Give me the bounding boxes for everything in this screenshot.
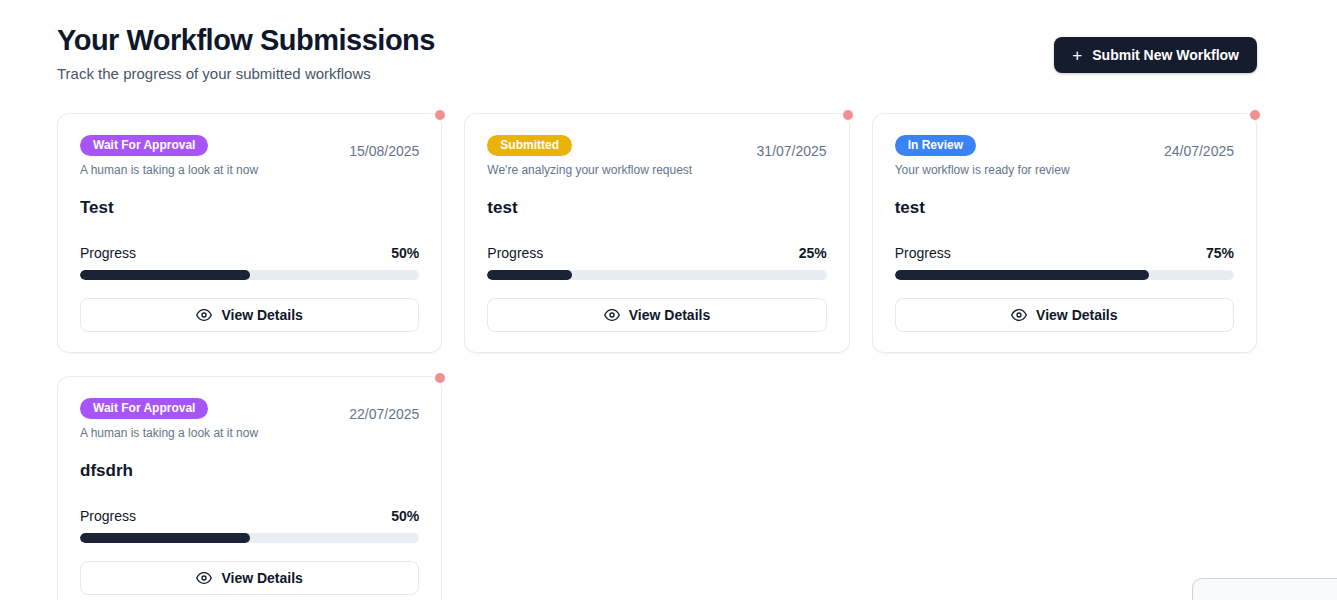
notification-dot (843, 110, 853, 120)
workflow-card-grid: Wait For Approval A human is taking a lo… (57, 113, 1257, 600)
status-badge: Submitted (487, 135, 572, 156)
card-header: Submitted We're analyzing your workflow … (487, 135, 826, 177)
status-badge: Wait For Approval (80, 398, 208, 419)
eye-icon (196, 307, 212, 323)
workflow-title: Test (80, 198, 419, 218)
eye-icon (1011, 307, 1027, 323)
page-header-text: Your Workflow Submissions Track the prog… (57, 24, 435, 82)
view-details-button[interactable]: View Details (80, 298, 419, 332)
notification-dot (1250, 110, 1260, 120)
corner-widget[interactable] (1192, 578, 1337, 600)
workflow-card: Wait For Approval A human is taking a lo… (57, 113, 442, 353)
notification-dot (435, 373, 445, 383)
progress-bar-track (895, 270, 1234, 280)
status-description: Your workflow is ready for review (895, 163, 1070, 177)
progress-row: Progress 75% (895, 245, 1234, 261)
submit-new-workflow-button[interactable]: + Submit New Workflow (1054, 37, 1257, 73)
status-description: We're analyzing your workflow request (487, 163, 692, 177)
workflow-card: In Review Your workflow is ready for rev… (872, 113, 1257, 353)
status-description: A human is taking a look at it now (80, 163, 258, 177)
card-status-block: Wait For Approval A human is taking a lo… (80, 135, 258, 177)
status-description: A human is taking a look at it now (80, 426, 258, 440)
card-header: Wait For Approval A human is taking a lo… (80, 398, 419, 440)
progress-value: 25% (799, 245, 827, 261)
card-header: In Review Your workflow is ready for rev… (895, 135, 1234, 177)
submission-date: 31/07/2025 (757, 143, 827, 159)
progress-bar-fill (895, 270, 1150, 280)
page-header: Your Workflow Submissions Track the prog… (57, 24, 1257, 82)
notification-dot (435, 110, 445, 120)
progress-row: Progress 25% (487, 245, 826, 261)
page-subtitle: Track the progress of your submitted wor… (57, 65, 435, 82)
progress-bar-track (487, 270, 826, 280)
progress-label: Progress (895, 245, 951, 261)
view-details-button[interactable]: View Details (895, 298, 1234, 332)
card-header: Wait For Approval A human is taking a lo… (80, 135, 419, 177)
workflow-title: dfsdrh (80, 461, 419, 481)
card-status-block: Submitted We're analyzing your workflow … (487, 135, 692, 177)
view-details-label: View Details (629, 307, 710, 323)
progress-bar-fill (80, 533, 250, 543)
progress-bar-fill (80, 270, 250, 280)
progress-value: 50% (391, 508, 419, 524)
progress-row: Progress 50% (80, 245, 419, 261)
progress-row: Progress 50% (80, 508, 419, 524)
workflow-card: Wait For Approval A human is taking a lo… (57, 376, 442, 600)
eye-icon (604, 307, 620, 323)
view-details-button[interactable]: View Details (80, 561, 419, 595)
progress-label: Progress (487, 245, 543, 261)
submission-date: 15/08/2025 (349, 143, 419, 159)
progress-bar-track (80, 270, 419, 280)
submission-date: 24/07/2025 (1164, 143, 1234, 159)
card-status-block: Wait For Approval A human is taking a lo… (80, 398, 258, 440)
progress-label: Progress (80, 508, 136, 524)
card-status-block: In Review Your workflow is ready for rev… (895, 135, 1070, 177)
view-details-label: View Details (1036, 307, 1117, 323)
progress-label: Progress (80, 245, 136, 261)
view-details-button[interactable]: View Details (487, 298, 826, 332)
plus-icon: + (1072, 47, 1082, 64)
workflow-title: test (487, 198, 826, 218)
status-badge: Wait For Approval (80, 135, 208, 156)
workflow-title: test (895, 198, 1234, 218)
view-details-label: View Details (221, 307, 302, 323)
page-title: Your Workflow Submissions (57, 24, 435, 57)
workflow-card: Submitted We're analyzing your workflow … (464, 113, 849, 353)
progress-value: 75% (1206, 245, 1234, 261)
submission-date: 22/07/2025 (349, 406, 419, 422)
main-content: Your Workflow Submissions Track the prog… (0, 0, 1337, 600)
eye-icon (196, 570, 212, 586)
view-details-label: View Details (221, 570, 302, 586)
progress-bar-track (80, 533, 419, 543)
status-badge: In Review (895, 135, 976, 156)
submit-new-workflow-label: Submit New Workflow (1092, 47, 1239, 63)
progress-bar-fill (487, 270, 572, 280)
progress-value: 50% (391, 245, 419, 261)
